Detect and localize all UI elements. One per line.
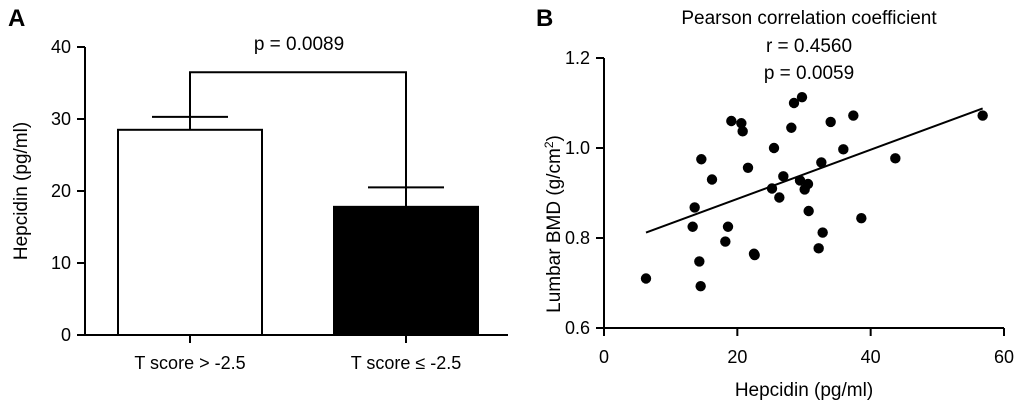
panel-b-letter: B (536, 5, 553, 32)
panel-b-regression-line (645, 107, 984, 234)
panel-b-y-tick-label: 0.6 (565, 318, 590, 338)
panel-b-data-point (856, 213, 867, 224)
panel-b-data-point (803, 205, 814, 217)
panel-b-data-point (825, 116, 836, 128)
panel-a-y-tick-label: 10 (51, 253, 71, 273)
panel-b-y-axis-label: Lumbar BMD (g/cm2) (542, 135, 565, 313)
panel-a-y-tick-label: 20 (51, 181, 71, 201)
panel-a-bar (333, 205, 479, 336)
panel-b-data-point (737, 126, 748, 137)
panel-b-x-tick-label: 20 (727, 347, 747, 367)
panel-b-data-point (736, 118, 747, 129)
panel-a-p-value-label: p = 0.0089 (254, 34, 344, 55)
panel-b-data-point (706, 174, 718, 185)
panel-b-title: Pearson correlation coefficient (681, 8, 937, 29)
panel-b-p-value: p = 0.0059 (764, 63, 854, 84)
panel-b-x-axis-label: Hepcidin (pg/ml) (735, 380, 873, 401)
panel-b-data-point (788, 97, 800, 109)
panel-a-y-tick-label: 40 (51, 37, 71, 57)
panel-a-y-tick-label: 30 (51, 109, 71, 129)
panel-b-data-point (977, 110, 988, 121)
panel-b-data-point (720, 236, 731, 247)
panel-a-bar-chart: A 0 10 20 30 40 T score > -2.5 T score ≤ -2.… (8, 5, 508, 373)
panel-b-y-axis-label-superscript: 2 (542, 141, 556, 148)
panel-b-x-tick-label: 0 (599, 347, 609, 367)
panel-b-x-tick-label: 40 (861, 347, 881, 367)
panel-b-scatter-plot: B Pearson correlation coefficient r = 0.… (536, 5, 1014, 401)
panel-b-data-point (890, 153, 901, 164)
panel-b-data-point (768, 142, 780, 154)
panel-b-data-point (848, 110, 859, 121)
panel-b-data-point (794, 175, 806, 186)
panel-b-data-point (838, 144, 849, 155)
panel-b-data-point (687, 221, 698, 232)
panel-b-data-point (689, 202, 700, 213)
panel-b-y-axis-label-main: Lumbar BMD (g/cm (544, 148, 565, 313)
panel-a-letter: A (8, 5, 25, 32)
panel-b-y-tick-label: 0.8 (565, 228, 590, 248)
panel-b-data-point (816, 157, 827, 168)
panel-b-data-point (817, 227, 828, 238)
panel-b-data-point (796, 91, 808, 103)
panel-b-data-point (774, 192, 785, 203)
panel-b-r-value: r = 0.4560 (766, 36, 852, 57)
panel-b-data-point (742, 162, 754, 173)
panel-b-y-axis-label-end: ) (544, 135, 565, 141)
panel-a-significance-bracket (189, 71, 407, 188)
panel-b-y-tick-label: 1.0 (565, 138, 590, 158)
panel-b-data-point (749, 249, 760, 261)
panel-b-data-point (766, 183, 778, 194)
panel-a-category-label: T score > -2.5 (134, 353, 245, 373)
panel-a-category-label: T score ≤ -2.5 (351, 353, 462, 373)
panel-a-y-axis-label: Hepcidin (pg/ml) (11, 122, 32, 260)
panel-b-data-point (778, 171, 789, 182)
panel-b-data-point (813, 243, 824, 254)
panel-b-data-point (696, 154, 707, 165)
panel-b-y-tick-label: 1.2 (565, 48, 590, 68)
panel-b-data-point (802, 178, 814, 190)
panel-b-data-point (726, 115, 737, 127)
panel-a-bar (117, 128, 263, 336)
panel-b-data-point (722, 221, 734, 232)
panel-b-data-point (640, 273, 652, 284)
panel-b-x-tick-label: 60 (994, 347, 1014, 367)
panel-b-data-point (786, 122, 797, 133)
panel-a-y-tick-label: 0 (61, 325, 71, 345)
panel-b-data-point (695, 280, 706, 292)
panel-b-data-point (694, 256, 705, 267)
